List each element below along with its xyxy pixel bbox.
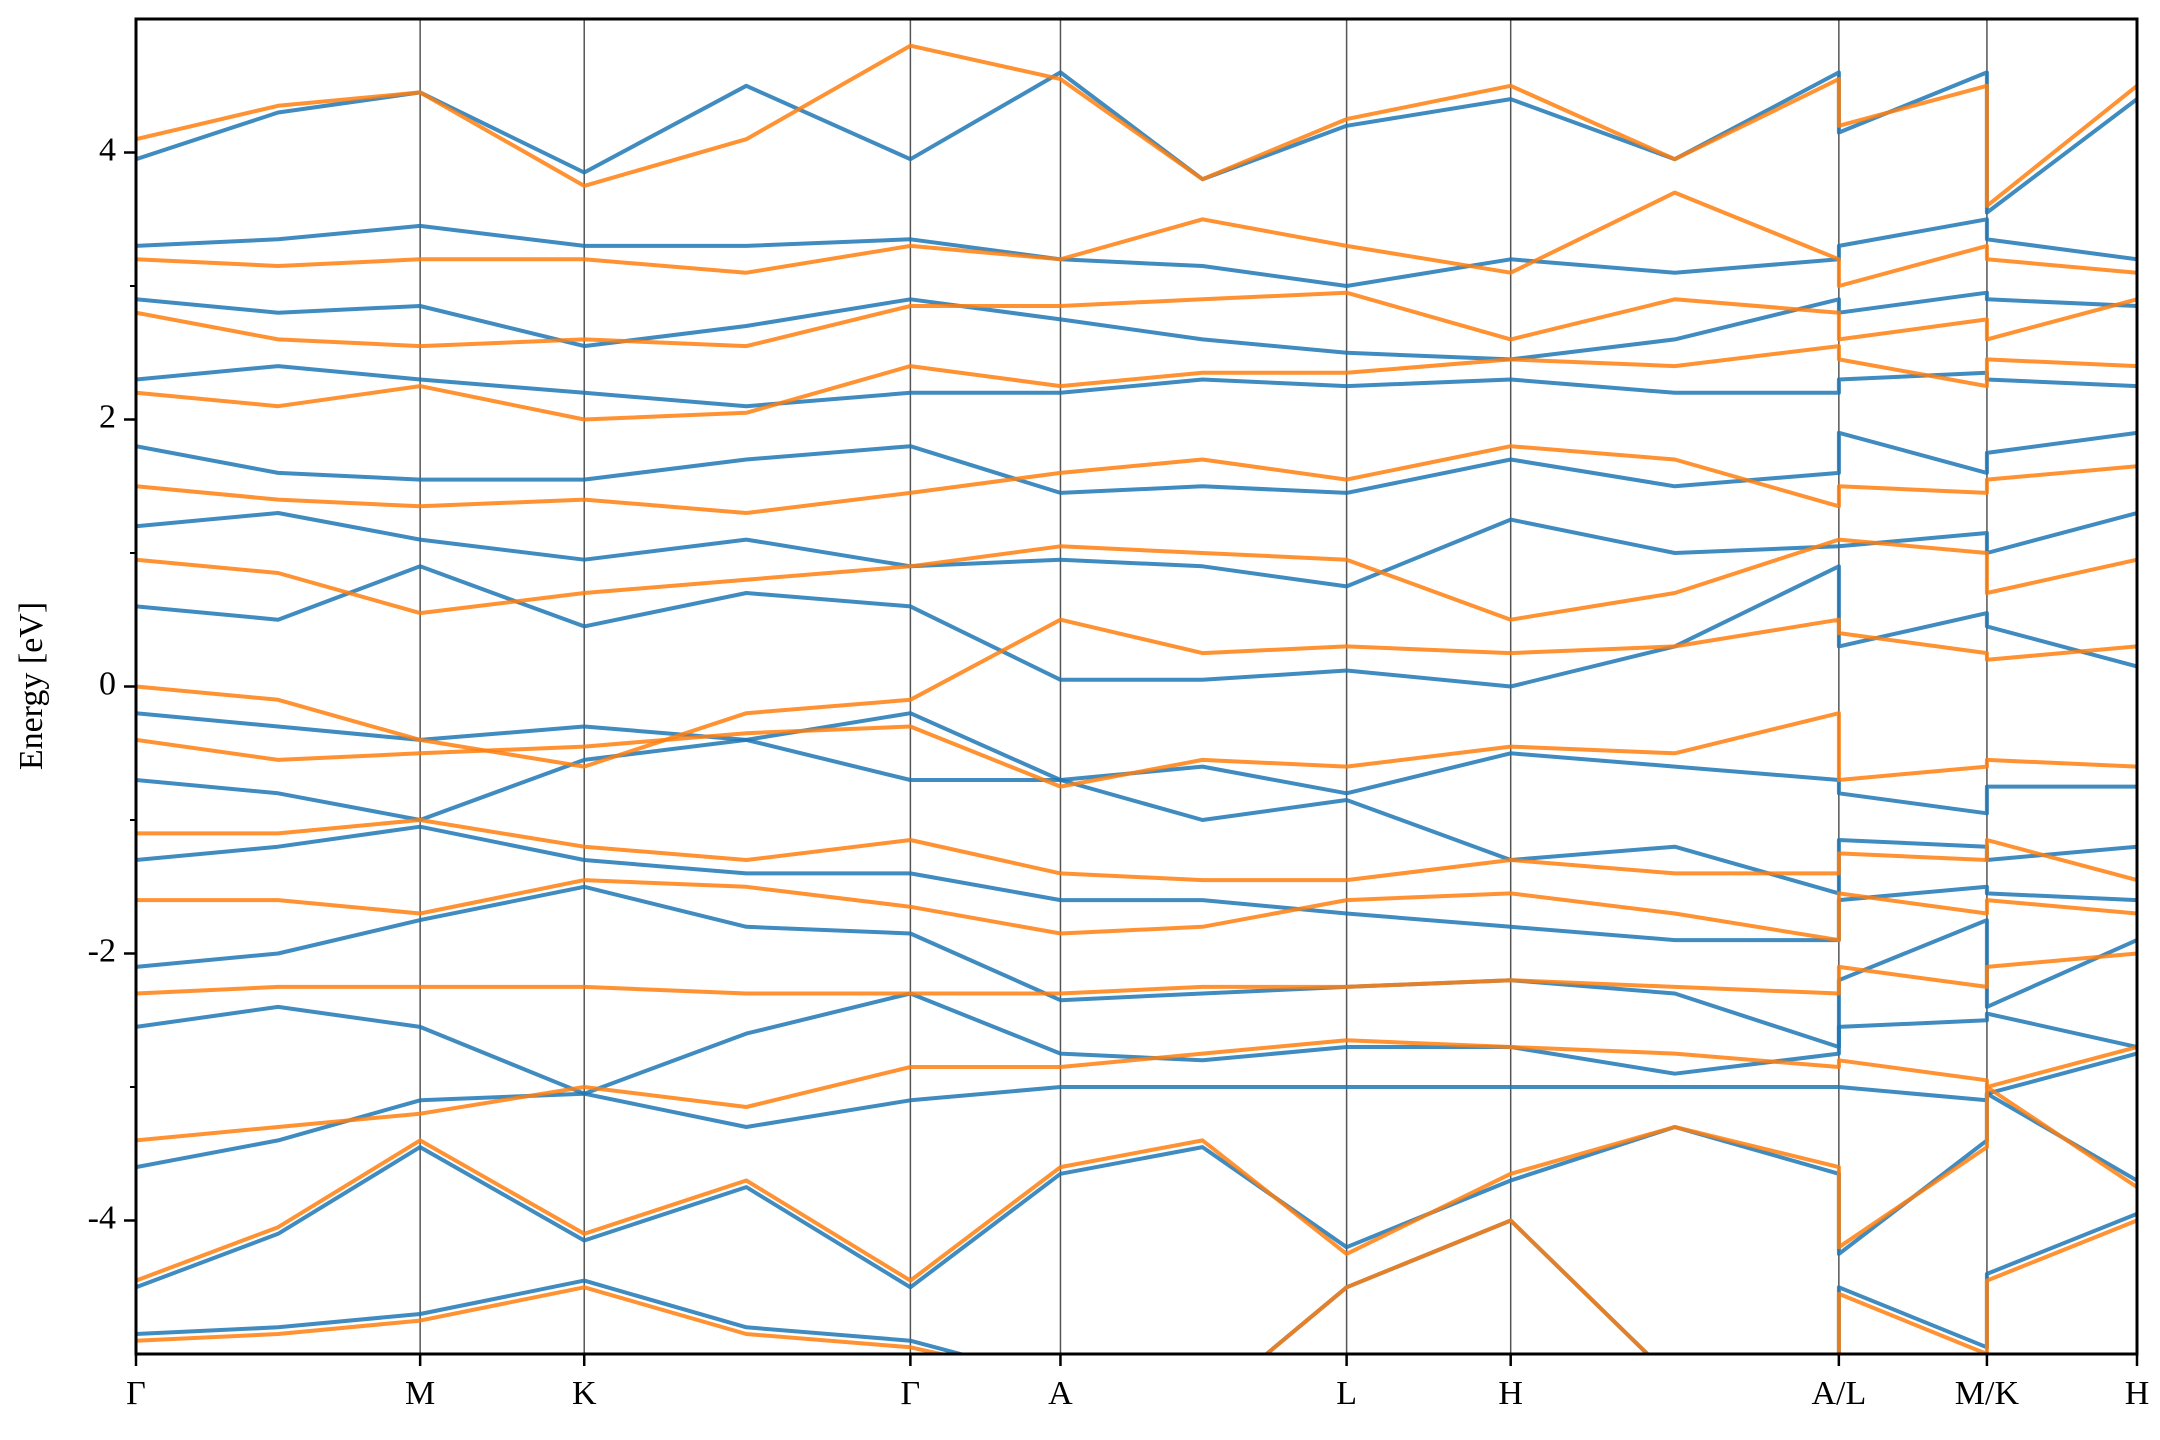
band-line	[136, 511, 2137, 589]
x-tick-label: H	[2125, 1375, 2150, 1412]
band-line	[136, 991, 2137, 1096]
band-line	[136, 564, 2137, 689]
band-line	[136, 711, 2137, 789]
y-tick-label: 2	[99, 398, 116, 435]
band-line	[136, 824, 2137, 943]
band-line	[136, 1218, 2137, 1354]
band-line	[136, 951, 2137, 996]
band-line	[136, 711, 2137, 816]
band-line	[136, 737, 2137, 896]
x-tick-label: K	[572, 1375, 597, 1412]
band-line	[136, 878, 2137, 943]
x-tick-label: L	[1336, 1375, 1357, 1412]
bands	[136, 43, 2137, 1354]
band-line	[136, 1051, 2137, 1170]
y-tick-label: -4	[88, 1199, 116, 1236]
band-line	[136, 617, 2137, 769]
band-line	[136, 43, 2137, 208]
band-line	[136, 1091, 2137, 1290]
band-line	[136, 290, 2137, 349]
x-tick-label: A/L	[1811, 1375, 1866, 1412]
band-line	[136, 818, 2137, 883]
plot-frame	[134, 17, 2139, 1356]
x-tick-label: M/K	[1955, 1375, 2020, 1412]
band-line	[136, 884, 2137, 1049]
band-line	[136, 290, 2137, 362]
x-tick-label: A	[1048, 1375, 1073, 1412]
band-line	[136, 430, 2137, 495]
band-line	[136, 70, 2137, 215]
x-tick-label: Γ	[901, 1375, 921, 1412]
x-tick-label: Γ	[126, 1375, 146, 1412]
band-line	[136, 344, 2137, 422]
band-line	[136, 364, 2137, 409]
y-tick-label: 0	[99, 665, 116, 702]
band-line	[136, 1085, 2137, 1283]
y-axis-label: Energy [eV]	[13, 602, 50, 770]
band-line	[136, 444, 2137, 515]
y-tick-label: -2	[88, 932, 116, 969]
band-line	[136, 190, 2137, 288]
axes: -4 -2 0 2 4 Γ M K Γ A L H A/L M/K H	[88, 19, 2150, 1412]
band-line	[136, 1038, 2137, 1143]
band-line	[136, 217, 2137, 288]
x-tick-label: H	[1498, 1375, 1523, 1412]
x-tick-label: M	[405, 1375, 435, 1412]
y-tick-label: 4	[99, 131, 116, 168]
band-line	[136, 537, 2137, 622]
